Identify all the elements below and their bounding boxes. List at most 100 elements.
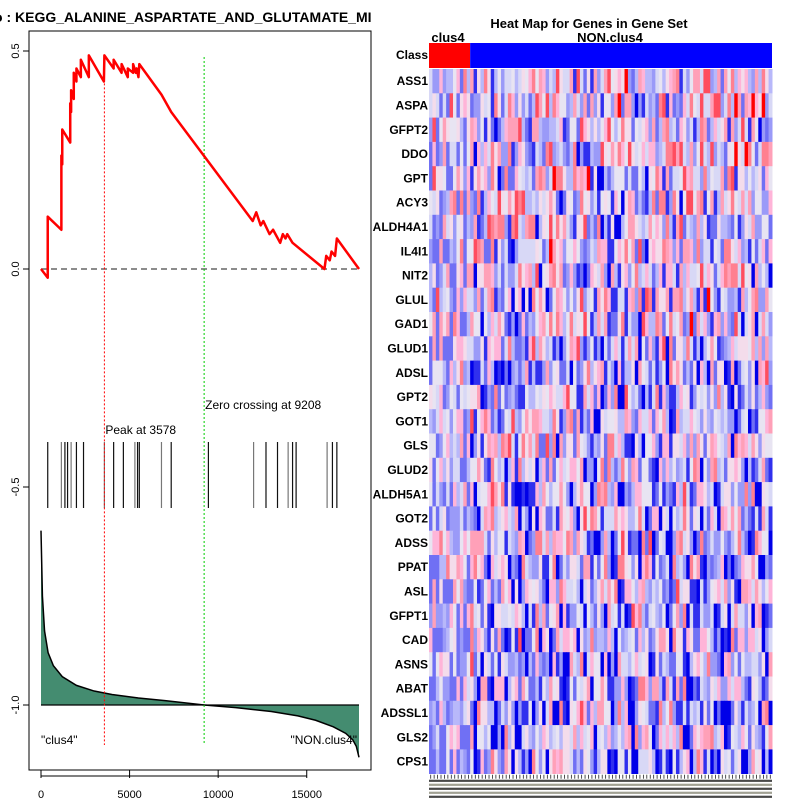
heatmap-cell [717,239,722,264]
heatmap-cell [576,166,581,191]
heatmap-cell [521,263,526,288]
gene-label: GPT2 [397,390,429,404]
heatmap-cell [754,676,759,702]
heatmap-cell [480,579,485,604]
heatmap-cell [501,69,505,94]
heatmap-cell [535,482,540,507]
heatmap-cell [528,433,533,459]
heatmap-cell [603,336,608,361]
heatmap-cell [717,603,722,629]
heatmap-cell [466,725,471,750]
heatmap-cell [593,336,598,361]
heatmap-cell [590,312,595,337]
heatmap-cell [552,433,557,459]
heatmap-cell [552,360,557,386]
heatmap-cell [699,725,704,750]
heatmap-cell [658,166,663,191]
heatmap-cell [435,530,440,556]
heatmap-cell [765,676,770,702]
heatmap-cell [621,627,626,653]
heatmap-cell [453,555,457,580]
heatmap-cell [514,409,519,434]
heatmap-cell [651,627,656,653]
heatmap-cell [586,69,591,94]
heatmap-cell [579,312,584,337]
heatmap-cell [480,239,485,264]
heatmap-cell [507,141,512,167]
heatmap-cell [603,482,608,507]
heatmap-cell [463,433,468,459]
heatmap-cell [627,676,632,702]
heatmap-cell [751,117,756,143]
heatmap-cell [576,287,581,313]
heatmap-cell [552,69,557,94]
heatmap-cell [747,214,752,240]
heatmap-cell [727,579,732,604]
heatmap-cell [720,457,725,483]
heatmap-cell [658,530,663,556]
heatmap-cell [651,579,656,604]
heatmap-cell [648,700,653,726]
heatmap-cell [593,360,598,386]
heatmap-cell [699,603,704,629]
heatmap-cell [717,506,722,531]
heatmap-cell [655,627,660,653]
heatmap-cell [432,700,437,726]
heatmap-cell [449,336,454,361]
heatmap-cell [494,263,499,288]
heatmap-cell [706,652,711,677]
heatmap-cell [665,482,670,507]
heatmap-cell [617,190,622,216]
heatmap-cell [696,166,701,191]
heatmap-cell [576,239,581,264]
heatmap-cell [655,336,660,361]
heatmap-cell [713,482,718,507]
heatmap-cell [525,409,529,434]
heatmap-cell [480,336,485,361]
heatmap-cell [429,482,433,507]
heatmap-cell [459,117,464,143]
heatmap-cell [429,190,433,216]
heatmap-cell [456,506,461,531]
heatmap-cell [470,676,475,702]
heatmap-cell [634,700,639,726]
heatmap-cell [435,506,440,531]
heatmap-cell [658,239,663,264]
heatmap-cell [590,457,595,483]
heatmap-cell [699,360,704,386]
heatmap-cell [765,287,770,313]
heatmap-cell [473,725,478,750]
heatmap-cell [624,506,629,531]
heatmap-cell [590,530,595,556]
heatmap-cell [549,190,553,216]
heatmap-cell [617,749,622,774]
heatmap-cell [675,166,680,191]
heatmap-cell [514,190,519,216]
heatmap-cell [665,749,670,774]
heatmap-cell [723,190,728,216]
heatmap-cell [638,652,643,677]
heatmap-cell [442,579,447,604]
heatmap-cell [590,579,595,604]
heatmap-cell [435,433,440,459]
heatmap-cell [662,141,667,167]
heatmap-cell [487,312,492,337]
heatmap-cell [504,627,509,653]
gene-label: GFPT2 [389,123,428,137]
heatmap-cell [569,700,574,726]
heatmap-cell [682,360,687,386]
heatmap-cell [535,360,540,386]
heatmap-cell [531,69,536,94]
heatmap-cell [669,384,674,410]
heatmap-cell [648,725,653,750]
heatmap-cell [768,336,773,361]
heatmap-cell [504,676,509,702]
heatmap-cell [569,555,574,580]
heatmap-cell [528,749,533,774]
heatmap-cell [531,482,536,507]
heatmap-cell [504,336,509,361]
heatmap-cell [590,627,595,653]
heatmap-cell [627,579,632,604]
heatmap-cell [583,433,588,459]
heatmap-cell [651,336,656,361]
